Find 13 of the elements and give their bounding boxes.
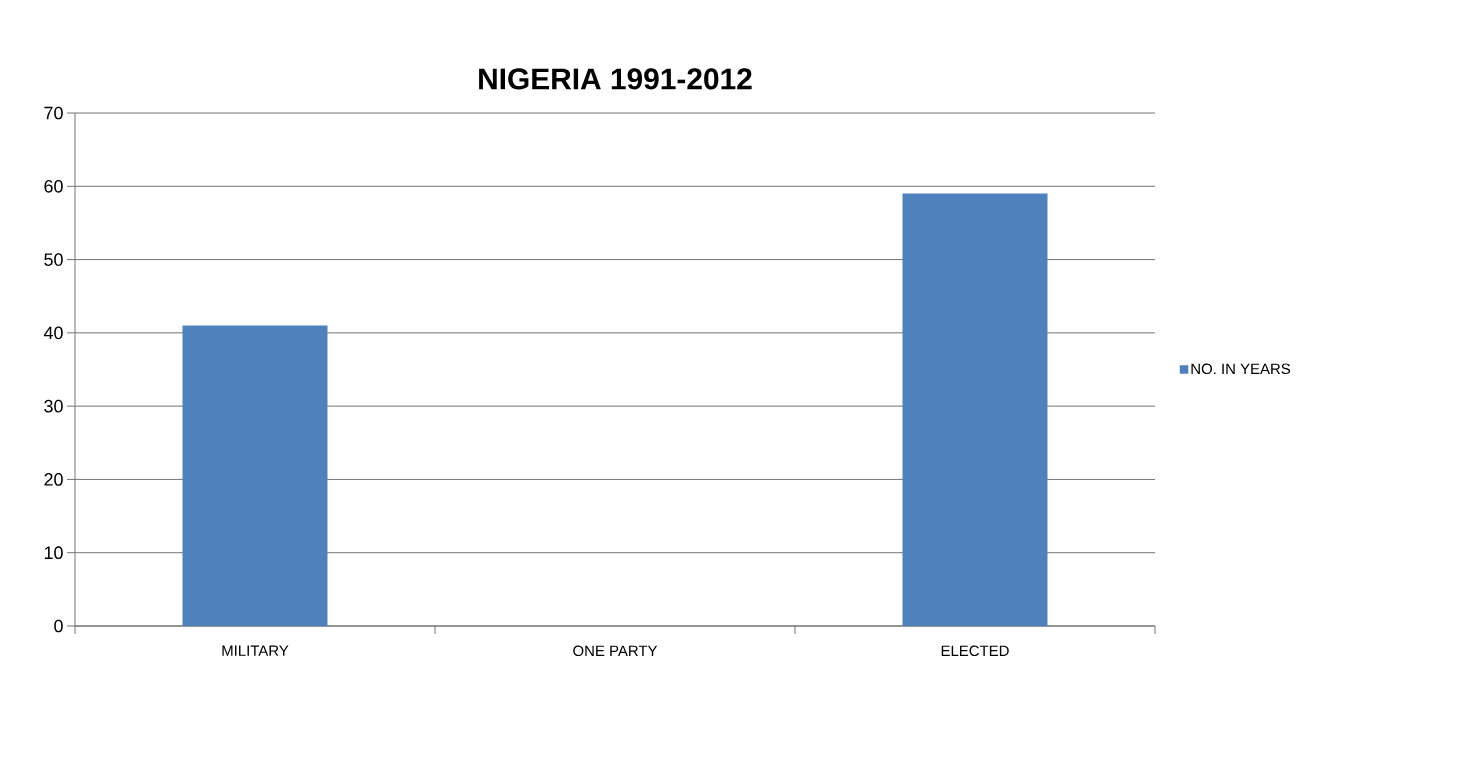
chart-title: NIGERIA 1991-2012 [479,68,752,90]
y-tick-label: 10 [44,546,63,560]
y-tick-label: 30 [44,399,63,413]
x-tick-label: MILITARY [222,645,289,656]
y-tick-label: 50 [44,253,63,266]
x-tick-label: ONE PARTY [573,645,658,657]
legend-label: NO. IN YEARS [1191,363,1291,375]
y-tick-label: 40 [43,326,63,340]
y-tick-label: 20 [44,473,63,486]
y-tick-label: 70 [44,106,63,120]
y-tick-label: 60 [44,179,63,193]
x-tick-label: ELECTED [941,645,1009,657]
y-tick-label: 0 [54,619,63,633]
